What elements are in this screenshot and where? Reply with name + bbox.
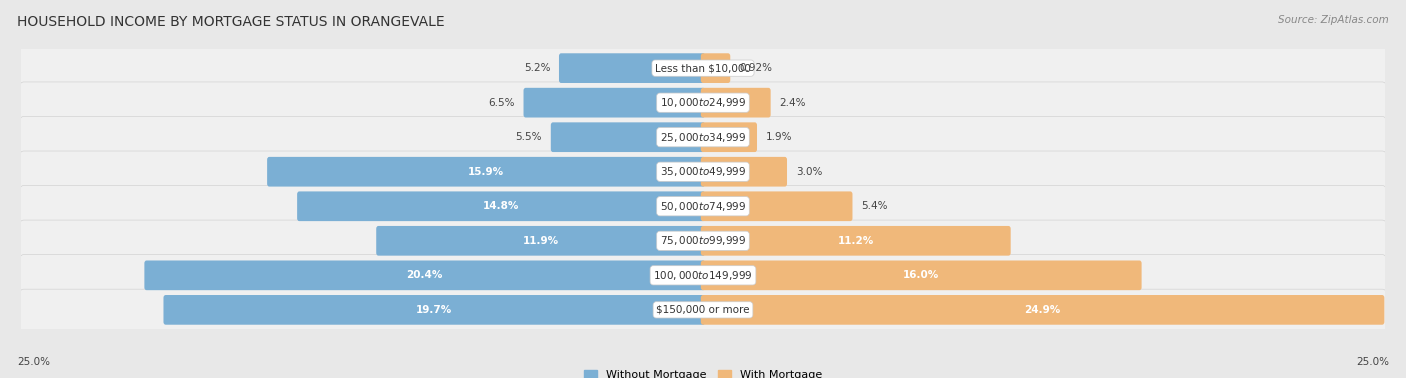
Text: 3.0%: 3.0%: [796, 167, 823, 177]
FancyBboxPatch shape: [523, 88, 706, 118]
Text: 25.0%: 25.0%: [17, 357, 49, 367]
FancyBboxPatch shape: [700, 191, 852, 221]
FancyBboxPatch shape: [267, 157, 706, 187]
FancyBboxPatch shape: [20, 255, 1386, 296]
FancyBboxPatch shape: [20, 47, 1386, 89]
Text: $50,000 to $74,999: $50,000 to $74,999: [659, 200, 747, 213]
Text: $75,000 to $99,999: $75,000 to $99,999: [659, 234, 747, 247]
FancyBboxPatch shape: [700, 295, 1385, 325]
FancyBboxPatch shape: [20, 186, 1386, 227]
Text: 14.8%: 14.8%: [484, 201, 519, 211]
FancyBboxPatch shape: [700, 157, 787, 187]
Text: $100,000 to $149,999: $100,000 to $149,999: [654, 269, 752, 282]
Text: HOUSEHOLD INCOME BY MORTGAGE STATUS IN ORANGEVALE: HOUSEHOLD INCOME BY MORTGAGE STATUS IN O…: [17, 15, 444, 29]
Text: $10,000 to $24,999: $10,000 to $24,999: [659, 96, 747, 109]
Text: 11.2%: 11.2%: [838, 236, 875, 246]
FancyBboxPatch shape: [377, 226, 706, 256]
Text: 0.92%: 0.92%: [740, 63, 772, 73]
FancyBboxPatch shape: [20, 289, 1386, 331]
FancyBboxPatch shape: [551, 122, 706, 152]
Text: 24.9%: 24.9%: [1025, 305, 1060, 315]
Text: 1.9%: 1.9%: [766, 132, 792, 142]
FancyBboxPatch shape: [700, 122, 756, 152]
Text: 2.4%: 2.4%: [779, 98, 806, 108]
Text: 16.0%: 16.0%: [903, 270, 939, 280]
Text: Source: ZipAtlas.com: Source: ZipAtlas.com: [1278, 15, 1389, 25]
FancyBboxPatch shape: [700, 226, 1011, 256]
Text: Less than $10,000: Less than $10,000: [655, 63, 751, 73]
FancyBboxPatch shape: [700, 260, 1142, 290]
FancyBboxPatch shape: [700, 53, 730, 83]
Text: 15.9%: 15.9%: [468, 167, 505, 177]
FancyBboxPatch shape: [20, 151, 1386, 192]
Text: $25,000 to $34,999: $25,000 to $34,999: [659, 131, 747, 144]
Text: 6.5%: 6.5%: [488, 98, 515, 108]
Text: 25.0%: 25.0%: [1357, 357, 1389, 367]
FancyBboxPatch shape: [20, 82, 1386, 123]
Text: $35,000 to $49,999: $35,000 to $49,999: [659, 165, 747, 178]
Text: 11.9%: 11.9%: [523, 236, 558, 246]
Text: 5.2%: 5.2%: [524, 63, 550, 73]
FancyBboxPatch shape: [560, 53, 706, 83]
FancyBboxPatch shape: [297, 191, 706, 221]
Text: 5.4%: 5.4%: [862, 201, 887, 211]
FancyBboxPatch shape: [145, 260, 706, 290]
FancyBboxPatch shape: [20, 220, 1386, 262]
FancyBboxPatch shape: [700, 88, 770, 118]
Text: 19.7%: 19.7%: [416, 305, 453, 315]
Text: $150,000 or more: $150,000 or more: [657, 305, 749, 315]
Legend: Without Mortgage, With Mortgage: Without Mortgage, With Mortgage: [579, 366, 827, 378]
FancyBboxPatch shape: [20, 116, 1386, 158]
Text: 20.4%: 20.4%: [406, 270, 443, 280]
FancyBboxPatch shape: [163, 295, 706, 325]
Text: 5.5%: 5.5%: [516, 132, 543, 142]
